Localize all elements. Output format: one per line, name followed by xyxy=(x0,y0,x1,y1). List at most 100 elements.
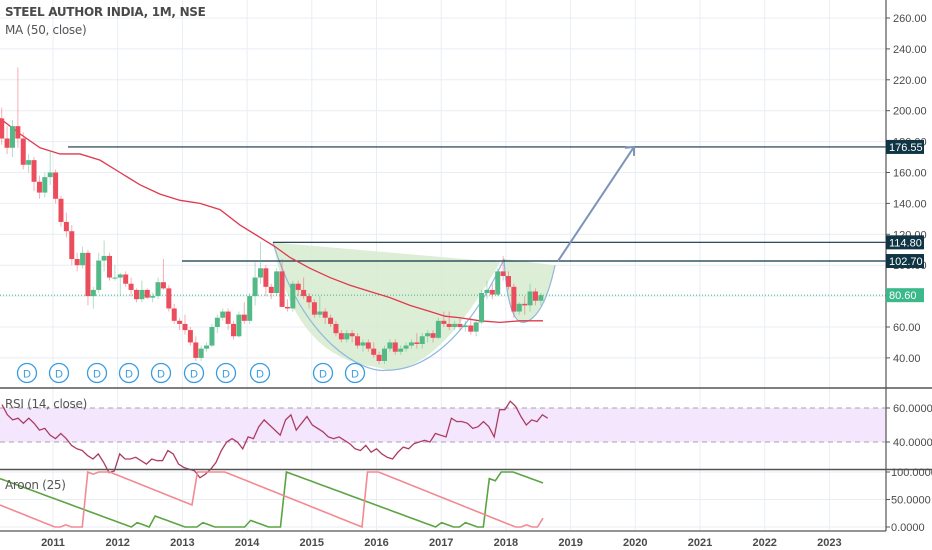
aroon-axis[interactable]: 100.0000 50.0000 0.0000 xyxy=(886,467,932,534)
candle-body xyxy=(58,198,64,222)
candle-body xyxy=(516,303,522,312)
candle-body xyxy=(171,308,177,321)
dividend-label: D xyxy=(190,369,198,381)
candle-body xyxy=(452,323,458,327)
candle-body xyxy=(279,271,285,307)
price-tick-label: 240.00 xyxy=(893,44,927,56)
dividend-marker[interactable]: D xyxy=(48,362,70,384)
rsi-axis[interactable]: 60.0000 40.0000 xyxy=(886,403,932,449)
dividend-marker[interactable]: D xyxy=(16,362,38,384)
price-label-badge[interactable] xyxy=(886,254,924,269)
projection-arrow[interactable] xyxy=(557,145,635,262)
price-axis[interactable]: 260.00240.00220.00200.00180.00160.00140.… xyxy=(886,13,927,365)
candle-body xyxy=(144,289,150,298)
ma-legend[interactable]: MA (50, close) xyxy=(5,23,87,37)
price-label-badge[interactable] xyxy=(886,235,924,250)
price-tick-label: 40.00 xyxy=(893,353,921,365)
candle-body xyxy=(435,320,441,338)
symbol-title[interactable]: STEEL AUTHOR INDIA, 1M, NSE xyxy=(5,5,206,19)
candle-body xyxy=(26,160,32,165)
dividend-marker[interactable]: D xyxy=(150,362,172,384)
candle-body xyxy=(301,289,307,297)
candle-body xyxy=(123,274,129,284)
dividend-marker[interactable]: D xyxy=(215,362,237,384)
dividend-icon xyxy=(48,362,70,384)
candle-body xyxy=(495,271,501,295)
candle-body xyxy=(344,333,350,340)
cup-outline xyxy=(272,242,505,371)
candle-body xyxy=(317,311,323,315)
handle-outline xyxy=(503,258,556,323)
candle-body xyxy=(349,333,355,337)
dividend-marker[interactable]: D xyxy=(183,362,205,384)
time-axis[interactable]: 2011 2012 2013 2014 2015 2016 2017 2018 2019 2020… xyxy=(41,537,842,549)
candle-body xyxy=(425,333,431,337)
candle-body xyxy=(214,317,220,327)
candle-body xyxy=(457,323,463,327)
price-tick-label: 140.00 xyxy=(893,198,927,210)
dividend-icon xyxy=(344,362,366,384)
aroon-up-line xyxy=(0,470,544,528)
arrow-shaft[interactable] xyxy=(557,146,635,262)
dividend-label: D xyxy=(222,369,230,381)
year-tick-label: 2017 xyxy=(429,537,453,549)
candle-body xyxy=(441,320,447,324)
dividend-icon xyxy=(249,362,271,384)
price-label-value: 80.60 xyxy=(889,290,917,302)
price-tick-label: 60.00 xyxy=(893,322,921,334)
candle-body xyxy=(225,311,231,324)
dividend-marker[interactable]: D xyxy=(312,362,334,384)
candle-body xyxy=(387,342,393,349)
dividend-marker[interactable]: D xyxy=(86,362,108,384)
price-label-badge[interactable] xyxy=(886,288,924,303)
candle-body xyxy=(166,288,172,309)
candle-body xyxy=(532,291,538,301)
candle-body xyxy=(522,303,528,306)
candle-body xyxy=(489,289,495,295)
candle-body xyxy=(42,177,48,193)
candle-body xyxy=(107,255,113,278)
cup-fill xyxy=(273,242,500,370)
candle-body xyxy=(274,271,280,294)
candle-body xyxy=(468,325,474,332)
rsi-legend[interactable]: RSI (14, close) xyxy=(5,397,87,411)
dividend-marker[interactable]: D xyxy=(118,362,140,384)
price-label-value: 176.55 xyxy=(889,142,923,154)
year-tick-label: 2013 xyxy=(170,537,194,549)
candle-body xyxy=(53,172,59,199)
candle-body xyxy=(511,286,517,312)
candle-body xyxy=(311,302,317,315)
candle-body xyxy=(80,252,86,266)
candle-body xyxy=(193,342,199,358)
cup-and-handle-drawing[interactable] xyxy=(272,242,556,371)
dividend-label: D xyxy=(23,369,31,381)
dividend-marker[interactable]: D xyxy=(249,362,271,384)
candle-body xyxy=(365,342,371,349)
ma-50-line xyxy=(0,117,543,324)
candle-body xyxy=(500,271,506,277)
candle-body xyxy=(198,348,204,358)
dividend-label: D xyxy=(55,369,63,381)
candle-body xyxy=(31,160,37,182)
aroon-tick-label: 50.0000 xyxy=(891,495,931,507)
candle-body xyxy=(295,283,301,290)
price-tick-label: 160.00 xyxy=(893,168,927,180)
candle-body xyxy=(252,277,258,297)
candle-body xyxy=(403,345,409,349)
candle-body xyxy=(268,286,274,294)
candle-body xyxy=(263,268,269,287)
year-tick-label: 2021 xyxy=(688,537,712,549)
candle-body xyxy=(112,277,118,279)
candle-body xyxy=(101,255,107,261)
candle-body xyxy=(338,333,344,340)
price-label-badge[interactable] xyxy=(886,139,924,154)
dividend-label: D xyxy=(351,369,359,381)
dividend-icon xyxy=(86,362,108,384)
dividend-marker[interactable]: D xyxy=(344,362,366,384)
aroon-legend[interactable]: Aroon (25) xyxy=(5,478,66,492)
year-tick-label: 2020 xyxy=(623,537,647,549)
dividend-icon xyxy=(183,362,205,384)
candle-body xyxy=(392,342,398,352)
